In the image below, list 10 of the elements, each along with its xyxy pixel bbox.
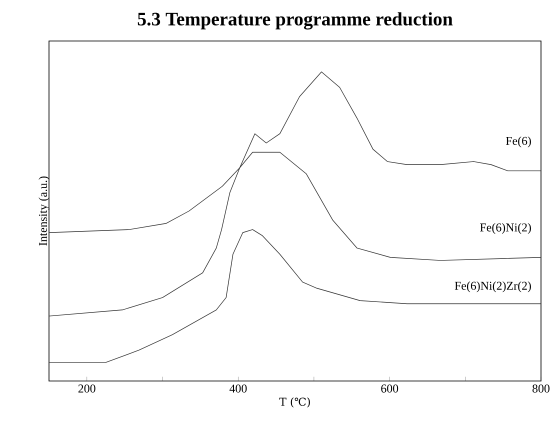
x-axis-title: T (℃) [279,397,310,408]
series-label: Fe(6)Ni(2)Zr(2) [454,281,531,292]
x-tick-label: 400 [230,384,247,393]
x-tick-label: 200 [78,384,96,393]
series-label: Fe(6)Ni(2) [480,223,531,234]
chart-title: 5.3 Temperature programme reduction [138,12,453,30]
x-tick-label: 600 [381,384,398,393]
y-axis-title: Intensity (a.u.) [38,176,50,246]
x-tick-label: 800 [532,384,550,393]
series-label: Fe(6) [506,136,531,148]
